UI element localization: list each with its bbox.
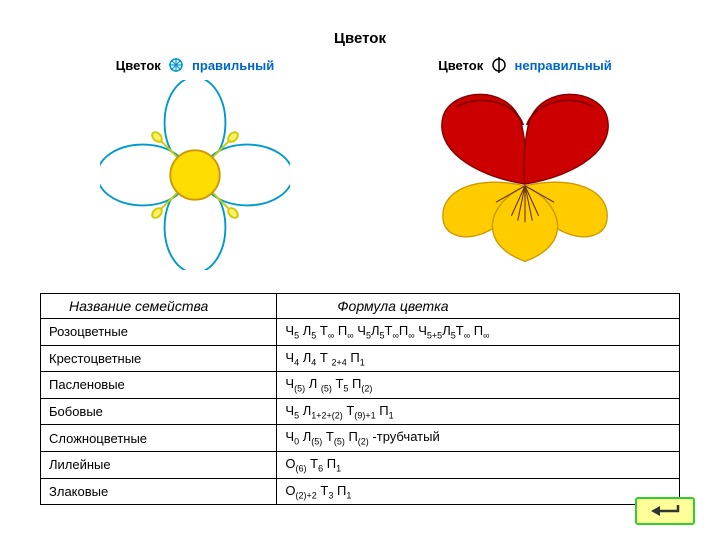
right-label-blue: неправильный: [514, 58, 611, 73]
table-row: РозоцветныеЧ5 Л5 Т∞ П∞ Ч5Л5Т∞П∞ Ч5+5Л5Т∞…: [41, 319, 680, 346]
bilateral-symmetry-icon: [491, 57, 507, 76]
table-row: ЗлаковыеО(2)+2 Т3 П1: [41, 478, 680, 505]
flower-row: Цветок правильный Цветок: [0, 47, 720, 275]
col-header-name: Название семейства: [41, 294, 277, 319]
family-name-cell: Розоцветные: [41, 319, 277, 346]
table-row: ПасленовыеЧ(5) Л (5) Т5 П(2): [41, 372, 680, 399]
formula-cell: О(6) Т6 П1: [277, 451, 680, 478]
table-row: КрестоцветныеЧ4 Л4 Т 2+4 П1: [41, 345, 680, 372]
family-name-cell: Злаковые: [41, 478, 277, 505]
family-name-cell: Крестоцветные: [41, 345, 277, 372]
right-label-dark: Цветок: [438, 58, 483, 73]
formula-cell: Ч4 Л4 Т 2+4 П1: [277, 345, 680, 372]
left-flower-label: Цветок правильный: [45, 57, 345, 76]
table-row: ЛилейныеО(6) Т6 П1: [41, 451, 680, 478]
formula-table-wrap: Название семейства Формула цветка Розоцв…: [40, 293, 680, 505]
family-name-cell: Бобовые: [41, 398, 277, 425]
right-flower-label: Цветок неправильный: [375, 57, 675, 76]
family-name-cell: Лилейные: [41, 451, 277, 478]
formula-cell: Ч5 Л5 Т∞ П∞ Ч5Л5Т∞П∞ Ч5+5Л5Т∞ П∞: [277, 319, 680, 346]
regular-flower-icon: [100, 80, 290, 270]
left-flower-block: Цветок правильный: [45, 57, 345, 275]
right-flower-block: Цветок неправильный: [375, 57, 675, 275]
table-row: БобовыеЧ5 Л1+2+(2) Т(9)+1 П1: [41, 398, 680, 425]
nav-back-button[interactable]: [635, 497, 695, 525]
formula-cell: О(2)+2 Т3 П1: [277, 478, 680, 505]
table-header-row: Название семейства Формула цветка: [41, 294, 680, 319]
formula-table: Название семейства Формула цветка Розоцв…: [40, 293, 680, 505]
col-header-formula: Формула цветка: [277, 294, 680, 319]
left-label-blue: правильный: [192, 58, 274, 73]
left-label-dark: Цветок: [116, 58, 161, 73]
formula-cell: Ч0 Л(5) Т(5) П(2) -трубчатый: [277, 425, 680, 452]
formula-cell: Ч5 Л1+2+(2) Т(9)+1 П1: [277, 398, 680, 425]
radial-symmetry-icon: [168, 57, 184, 76]
page-title: Цветок: [0, 0, 720, 47]
table-row: СложноцветныеЧ0 Л(5) Т(5) П(2) -трубчаты…: [41, 425, 680, 452]
family-name-cell: Пасленовые: [41, 372, 277, 399]
irregular-flower-icon: [425, 80, 625, 270]
formula-cell: Ч(5) Л (5) Т5 П(2): [277, 372, 680, 399]
arrow-return-icon: [648, 502, 682, 520]
family-name-cell: Сложноцветные: [41, 425, 277, 452]
table-body: РозоцветныеЧ5 Л5 Т∞ П∞ Ч5Л5Т∞П∞ Ч5+5Л5Т∞…: [41, 319, 680, 505]
